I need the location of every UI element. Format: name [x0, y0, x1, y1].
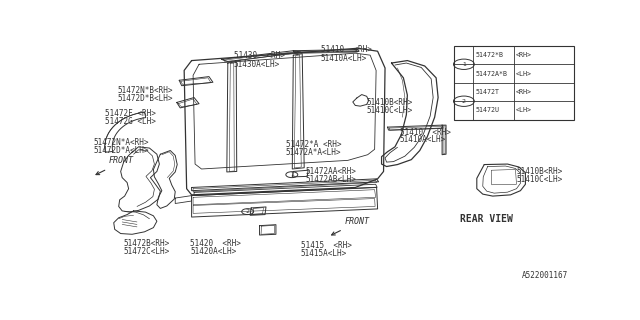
Text: 51472C<LH>: 51472C<LH> [124, 247, 170, 256]
Text: 51410B<RH>: 51410B<RH> [516, 167, 563, 176]
Text: 51472N*B<RH>: 51472N*B<RH> [117, 86, 173, 95]
Text: 51472D*A<LH>: 51472D*A<LH> [94, 146, 149, 155]
Text: <LH>: <LH> [516, 70, 532, 76]
Text: 51415  <RH>: 51415 <RH> [301, 241, 351, 250]
Text: <RH>: <RH> [516, 52, 532, 58]
Text: 2: 2 [246, 209, 250, 214]
Text: A522001167: A522001167 [522, 271, 568, 280]
Text: FRONT: FRONT [344, 217, 369, 226]
Text: 51472A*B: 51472A*B [476, 70, 508, 76]
Text: 51410A<LH>: 51410A<LH> [321, 54, 367, 63]
Text: 51472A*A<LH>: 51472A*A<LH> [286, 148, 341, 157]
Bar [454, 46, 573, 120]
Text: 51472AB<LH>: 51472AB<LH> [306, 175, 356, 184]
Text: 51410C<LH>: 51410C<LH> [516, 175, 563, 184]
Text: 51472B<RH>: 51472B<RH> [124, 239, 170, 248]
Text: 51472N*A<RH>: 51472N*A<RH> [94, 138, 149, 147]
Text: 51472T: 51472T [476, 89, 499, 95]
Text: 51472*B: 51472*B [476, 52, 503, 58]
Text: 51472*A <RH>: 51472*A <RH> [286, 140, 341, 149]
Text: 51472D*B<LH>: 51472D*B<LH> [117, 93, 173, 102]
Text: 1: 1 [290, 172, 294, 177]
Text: 51420  <RH>: 51420 <RH> [190, 239, 241, 248]
Text: 51472AA<RH>: 51472AA<RH> [306, 167, 356, 176]
Text: 51410  <RH>: 51410 <RH> [321, 45, 371, 54]
Text: 51410  <RH>: 51410 <RH> [400, 128, 451, 137]
Text: 51410C<LH>: 51410C<LH> [367, 106, 413, 115]
Text: 51410B<RH>: 51410B<RH> [367, 98, 413, 107]
Text: 51472U: 51472U [476, 108, 499, 114]
Text: 51430  <RH>: 51430 <RH> [234, 51, 285, 60]
Text: <LH>: <LH> [516, 108, 532, 114]
Text: 51430A<LH>: 51430A<LH> [234, 60, 280, 69]
Text: 51472F <RH>: 51472F <RH> [105, 109, 156, 118]
Text: 51420A<LH>: 51420A<LH> [190, 247, 236, 256]
Text: 2: 2 [462, 99, 466, 104]
Text: <RH>: <RH> [516, 89, 532, 95]
Text: 51410A<LH>: 51410A<LH> [400, 135, 446, 144]
Text: REAR VIEW: REAR VIEW [460, 214, 513, 224]
Text: FRONT: FRONT [109, 156, 134, 165]
Text: 51472G <LH>: 51472G <LH> [105, 117, 156, 126]
Text: 51415A<LH>: 51415A<LH> [301, 249, 347, 258]
Text: 1: 1 [462, 62, 466, 67]
